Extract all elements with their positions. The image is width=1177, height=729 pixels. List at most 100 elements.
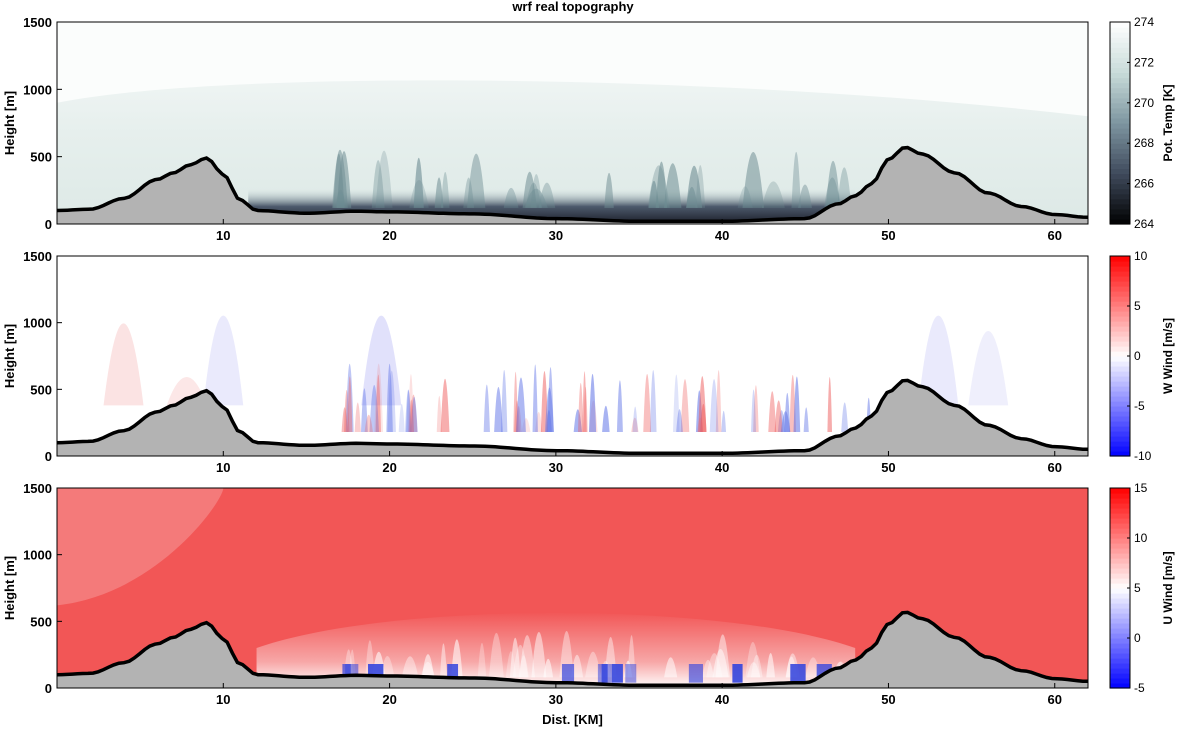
updraft-plume xyxy=(535,412,543,432)
mixing-plume xyxy=(401,656,419,678)
updraft-plume xyxy=(343,389,350,432)
colorbar-tick-label: 5 xyxy=(1134,581,1141,595)
colorbar-segment xyxy=(1110,391,1130,397)
x-tick-label: 60 xyxy=(1048,692,1062,707)
colorbar-segment xyxy=(1110,67,1130,74)
temperature-plume xyxy=(413,157,424,208)
colorbar-tick-label: 272 xyxy=(1134,55,1154,69)
field-3 xyxy=(57,488,1088,688)
updraft-plume xyxy=(676,409,683,432)
updraft-plume xyxy=(408,399,414,432)
plot-frame xyxy=(56,255,1089,457)
colorbar-segment xyxy=(1110,193,1130,200)
updraft-plume xyxy=(361,388,368,432)
mixing-plume xyxy=(712,648,729,678)
colorbar-segment xyxy=(1110,306,1130,312)
colorbar-segment xyxy=(1110,421,1130,427)
temperature-plume xyxy=(655,161,668,208)
colorbar-segment xyxy=(1110,148,1130,154)
colorbar-segment xyxy=(1110,603,1130,609)
colorbar-segment xyxy=(1110,396,1130,402)
temperature-plume xyxy=(824,177,841,208)
colorbar-segment xyxy=(1110,276,1130,282)
colorbar-segment xyxy=(1110,316,1130,322)
mixing-plume xyxy=(715,634,730,678)
updraft-plume xyxy=(347,376,353,432)
colorbar-segment xyxy=(1110,446,1130,452)
mixing-plume xyxy=(489,632,504,678)
colorbar-segment xyxy=(1110,351,1130,357)
updraft-plume xyxy=(513,371,518,432)
updraft-plume xyxy=(721,410,727,432)
y-tick-label: 1000 xyxy=(23,316,52,331)
colorbar-segment xyxy=(1110,183,1130,190)
colorbar-segment xyxy=(1110,663,1130,669)
updraft-plume xyxy=(501,370,508,432)
colorbar-1: 264 266 268 270 272 274 Pot. Temp [K] xyxy=(1109,15,1175,231)
y-tick-label: 500 xyxy=(30,150,52,165)
colorbar-segment xyxy=(1110,296,1130,302)
colorbar-segment xyxy=(1110,573,1130,579)
updraft-plume xyxy=(341,407,348,432)
colorbar-segment xyxy=(1110,633,1130,639)
colorbar-segment xyxy=(1110,431,1130,437)
colorbar-tick-label: 0 xyxy=(1134,631,1141,645)
colorbar-segment xyxy=(1110,618,1130,624)
updraft-plume xyxy=(540,371,549,432)
colorbar-segment xyxy=(1110,138,1130,144)
updraft-plume xyxy=(544,387,554,432)
colorbar-segment xyxy=(1110,533,1130,539)
colorbar-segment xyxy=(1110,623,1130,629)
temperature-plume xyxy=(332,149,348,208)
colorbar-tick-label: 0 xyxy=(1134,349,1141,363)
colorbar-segment xyxy=(1110,371,1130,377)
mixing-plume xyxy=(505,651,517,678)
colorbar-segment xyxy=(1110,97,1130,104)
updraft-plume xyxy=(405,389,412,432)
colorbar-tick-label: 10 xyxy=(1134,249,1148,263)
colorbar-segment xyxy=(1110,22,1130,28)
updraft-plume xyxy=(547,367,554,432)
temperature-plume xyxy=(467,153,486,208)
temperature-plume xyxy=(375,150,393,208)
plot-frame xyxy=(56,21,1089,225)
mixing-plume xyxy=(750,654,763,678)
colorbar-segment xyxy=(1110,42,1130,48)
x-tick-label: 30 xyxy=(549,692,563,707)
updraft-plume xyxy=(700,403,707,432)
wave-column xyxy=(361,315,402,406)
colorbar-segment xyxy=(1110,311,1130,317)
colorbar-segment xyxy=(1110,583,1130,589)
updraft-plume xyxy=(573,409,582,432)
mixing-plume xyxy=(766,652,776,678)
colorbar-segment xyxy=(1110,331,1130,337)
y-tick-label: 1500 xyxy=(23,481,52,496)
updraft-plume xyxy=(514,400,520,432)
updraft-plume xyxy=(387,370,396,432)
updraft-plume xyxy=(673,374,680,432)
colorbar-segment xyxy=(1110,87,1130,94)
colorbar-segment xyxy=(1110,658,1130,664)
reverse-flow-patch xyxy=(447,664,459,683)
colorbar-segment xyxy=(1110,568,1130,574)
colorbar-segment xyxy=(1110,102,1130,109)
x-tick-label: 50 xyxy=(881,460,895,475)
reverse-flow-patch xyxy=(625,664,637,683)
colorbar-segment xyxy=(1110,441,1130,447)
colorbar-segment xyxy=(1110,593,1130,599)
colorbar-segment xyxy=(1110,117,1130,124)
colorbar-segment xyxy=(1110,256,1130,262)
colorbar-segment xyxy=(1110,386,1130,392)
colorbar-segment xyxy=(1110,203,1130,210)
colorbar-segment xyxy=(1110,178,1130,185)
updraft-plume xyxy=(515,406,522,432)
colorbar-segment xyxy=(1110,411,1130,417)
colorbar-segment xyxy=(1110,168,1130,175)
colorbar-segment xyxy=(1110,401,1130,407)
colorbar-tick-label: -10 xyxy=(1134,449,1152,463)
colorbar-tick-label: -5 xyxy=(1134,681,1145,695)
colorbar-segment xyxy=(1110,37,1130,43)
reverse-flow-patch xyxy=(790,664,806,683)
updraft-plume xyxy=(583,386,588,432)
